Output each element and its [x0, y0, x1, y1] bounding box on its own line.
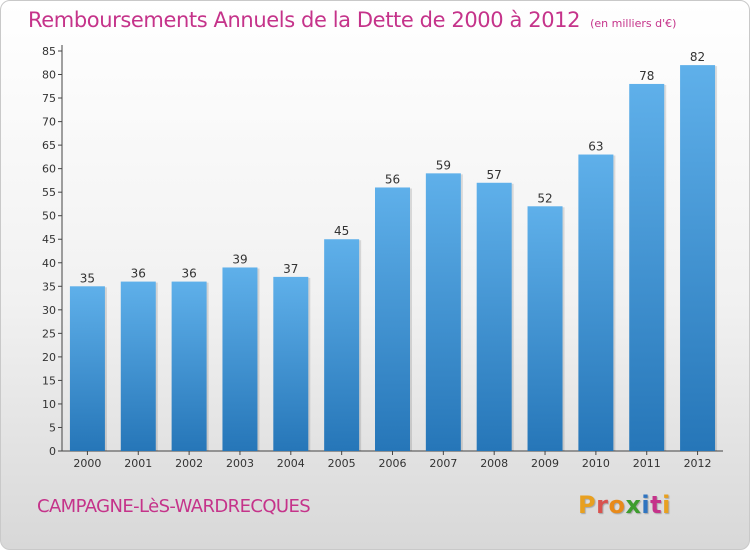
bar-value-label: 45 — [334, 224, 349, 238]
bar-value-label: 52 — [537, 191, 552, 205]
logo-letter: o — [608, 491, 626, 519]
logo-letter: i — [662, 491, 671, 519]
logo-letter: r — [596, 491, 609, 519]
y-tick-label: 45 — [42, 233, 56, 246]
bar-value-label: 82 — [690, 50, 705, 64]
y-tick-label: 20 — [42, 351, 56, 364]
chart-title-text: Remboursements Annuels de la Dette de 20… — [28, 8, 581, 32]
y-tick-label: 65 — [42, 139, 56, 152]
bar-value-label: 63 — [588, 140, 603, 154]
y-tick-label: 15 — [42, 374, 56, 387]
y-tick-label: 10 — [42, 398, 56, 411]
x-tick-label: 2003 — [226, 457, 254, 470]
chart-title: Remboursements Annuels de la Dette de 20… — [28, 8, 676, 32]
y-tick-label: 0 — [49, 445, 56, 458]
x-tick-label: 2002 — [175, 457, 203, 470]
x-tick-label: 2005 — [328, 457, 356, 470]
x-tick-label: 2011 — [633, 457, 661, 470]
x-tick-label: 2004 — [277, 457, 305, 470]
x-tick-label: 2010 — [582, 457, 610, 470]
logo-letter: x — [625, 491, 642, 519]
x-tick-label: 2001 — [124, 457, 152, 470]
y-tick-label: 35 — [42, 280, 56, 293]
y-tick-label: 60 — [42, 163, 56, 176]
x-tick-label: 2006 — [379, 457, 407, 470]
x-tick-label: 2007 — [429, 457, 457, 470]
y-tick-label: 30 — [42, 304, 56, 317]
y-tick-label: 25 — [42, 327, 56, 340]
place-name: CAMPAGNE-LèS-WARDRECQUES — [37, 496, 311, 517]
bar — [171, 281, 207, 451]
bar — [680, 65, 716, 451]
bar-value-label: 36 — [181, 267, 196, 281]
bar-value-label: 37 — [283, 262, 298, 276]
bar — [324, 239, 360, 451]
bar — [273, 276, 309, 451]
proxiti-logo: Proxiti — [578, 491, 671, 519]
bar-value-label: 36 — [131, 267, 146, 281]
bar-value-label: 56 — [385, 172, 400, 186]
bar — [527, 206, 563, 451]
chart-subtitle: (en milliers d'€) — [590, 17, 677, 30]
y-tick-label: 75 — [42, 92, 56, 105]
y-tick-label: 80 — [42, 69, 56, 82]
x-tick-label: 2012 — [684, 457, 712, 470]
bar — [69, 286, 105, 451]
logo-letter: P — [578, 491, 597, 519]
logo-letter: i — [641, 491, 651, 519]
bar — [578, 154, 614, 451]
y-tick-label: 50 — [42, 210, 56, 223]
bar — [120, 281, 156, 451]
y-tick-label: 40 — [42, 257, 56, 270]
logo-letter: t — [650, 491, 663, 519]
bar — [629, 83, 665, 452]
y-tick-label: 5 — [49, 421, 56, 434]
bar-value-label: 59 — [436, 158, 451, 172]
bar — [375, 187, 410, 451]
bar-value-label: 78 — [639, 69, 654, 83]
bar-value-label: 35 — [80, 271, 95, 285]
x-tick-label: 2000 — [73, 457, 101, 470]
bar — [222, 267, 258, 451]
x-tick-label: 2008 — [480, 457, 508, 470]
bar — [476, 182, 512, 451]
y-tick-label: 70 — [42, 116, 56, 129]
bar-value-label: 57 — [487, 168, 502, 182]
x-tick-label: 2009 — [531, 457, 559, 470]
y-tick-label: 85 — [42, 45, 56, 58]
bar — [425, 173, 461, 451]
bar-value-label: 39 — [232, 252, 247, 266]
y-tick-label: 55 — [42, 186, 56, 199]
